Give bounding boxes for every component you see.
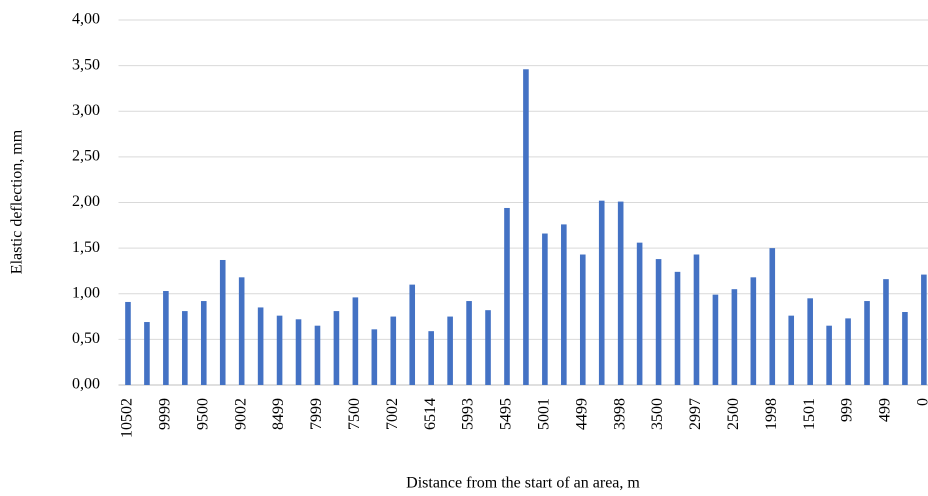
- y-tick-label: 0,50: [72, 330, 100, 347]
- x-tick-label: 9999: [157, 398, 174, 430]
- y-tick-label: 1,50: [72, 239, 100, 256]
- bar: [276, 315, 283, 385]
- y-tick-label: 4,00: [72, 11, 100, 28]
- bar: [466, 301, 472, 385]
- bar: [428, 331, 434, 385]
- x-tick-label: 499: [877, 398, 894, 422]
- bar: [352, 297, 359, 385]
- bar: [504, 207, 510, 385]
- bar: [902, 312, 908, 385]
- bar: [712, 294, 719, 385]
- bar: [182, 311, 188, 385]
- bar: [617, 201, 624, 385]
- bar: [447, 316, 453, 385]
- x-tick-label: 3998: [611, 398, 628, 430]
- bar: [542, 233, 548, 385]
- bar: [921, 274, 927, 385]
- y-tick-label: 2,00: [72, 193, 100, 210]
- x-tick-label: 9002: [232, 398, 249, 430]
- bar: [769, 248, 776, 385]
- bar: [750, 277, 757, 385]
- y-tick-label: 3,00: [72, 102, 100, 119]
- x-tick-label: 1998: [763, 398, 780, 430]
- x-tick-label: 5495: [498, 398, 515, 430]
- x-tick-label: 10502: [119, 398, 136, 438]
- y-tick-label: 3,50: [72, 56, 100, 73]
- x-tick-label: 8499: [270, 398, 287, 430]
- bar: [598, 200, 605, 385]
- bar: [826, 325, 832, 385]
- x-tick-label: 7500: [346, 398, 363, 430]
- bar: [295, 319, 302, 385]
- bar: [523, 69, 529, 386]
- y-tick-label: 0,00: [72, 376, 100, 393]
- bar: [731, 289, 738, 385]
- bar: [561, 224, 567, 385]
- bar: [864, 301, 870, 385]
- bar: [390, 316, 397, 385]
- bar: [693, 254, 700, 385]
- bar: [674, 271, 681, 385]
- y-axis-title: Elastic deflection, mm: [9, 129, 26, 274]
- bar: [807, 298, 813, 385]
- bar: [636, 242, 643, 385]
- y-tick-label: 2,50: [72, 148, 100, 165]
- bar: [238, 277, 245, 385]
- bar: [125, 301, 131, 385]
- x-tick-label: 999: [839, 398, 856, 422]
- x-tick-label: 2500: [725, 398, 742, 430]
- bar: [883, 279, 889, 385]
- bar: [409, 284, 416, 385]
- bar: [788, 315, 795, 385]
- x-tick-label: 7999: [308, 398, 325, 430]
- bar: [144, 322, 150, 385]
- bar: [371, 329, 378, 385]
- x-tick-label: 5001: [536, 398, 553, 430]
- bar: [579, 254, 586, 385]
- bar: [485, 310, 491, 385]
- x-tick-label: 9500: [194, 398, 211, 430]
- bar: [655, 259, 662, 385]
- x-tick-label: 4499: [573, 398, 590, 430]
- x-tick-label: 2997: [687, 398, 704, 430]
- x-tick-label: 0: [915, 398, 928, 406]
- bar: [845, 318, 851, 385]
- bar: [333, 311, 340, 385]
- x-tick-label: 7002: [384, 398, 401, 430]
- bar: [163, 291, 169, 385]
- bar: [200, 301, 207, 385]
- x-tick-label: 5993: [460, 398, 477, 430]
- bar: [314, 325, 321, 385]
- bar: [257, 307, 264, 385]
- y-tick-label: 1,00: [72, 284, 100, 301]
- x-tick-label: 6514: [422, 398, 439, 430]
- x-tick-label: 3500: [649, 398, 666, 430]
- x-axis-title: Distance from the start of an area, m: [406, 475, 640, 492]
- bar: [219, 259, 226, 385]
- x-tick-label: 1501: [801, 398, 818, 430]
